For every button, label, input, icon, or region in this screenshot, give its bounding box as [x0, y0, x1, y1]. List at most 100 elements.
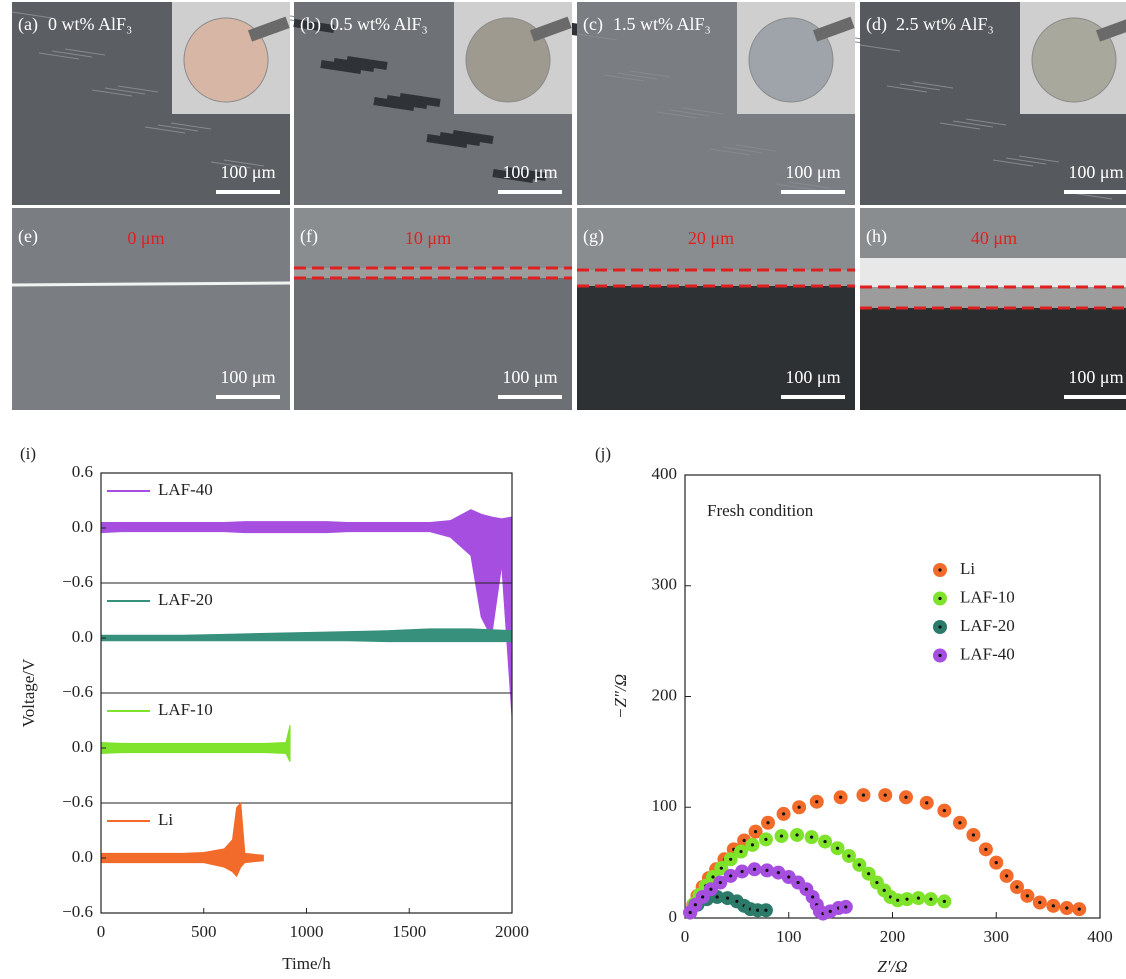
point-center — [844, 905, 847, 908]
y-tick-label: 0.0 — [72, 847, 93, 866]
legend-label: LAF-40 — [960, 644, 1015, 663]
x-tick-label: 1500 — [392, 922, 426, 941]
point-center — [709, 888, 712, 891]
thickness-label: 10 μm — [405, 228, 451, 248]
annotation: Fresh condition — [707, 501, 814, 520]
y-axis-label: Voltage/V — [19, 658, 38, 727]
point-center — [1005, 874, 1008, 877]
x-tick-label: 300 — [984, 927, 1010, 946]
voltage-trace — [101, 510, 512, 528]
point-center — [958, 821, 961, 824]
point-center — [787, 875, 790, 878]
point-center — [815, 800, 818, 803]
scale-label: 100 μm — [785, 367, 840, 387]
legend-label: LAF-10 — [960, 587, 1015, 606]
point-center — [720, 867, 723, 870]
voltage-trace — [101, 858, 263, 876]
scale-label: 100 μm — [1068, 367, 1123, 387]
point-center — [938, 568, 941, 571]
point-center — [743, 839, 746, 842]
point-center — [905, 898, 908, 901]
scale-label: 100 μm — [502, 367, 557, 387]
point-center — [729, 874, 732, 877]
coating-layer — [860, 287, 1126, 308]
x-tick-label: 400 — [1087, 927, 1113, 946]
point-center — [867, 872, 870, 875]
point-center — [883, 889, 886, 892]
point-center — [829, 910, 832, 913]
x-tick-label: 200 — [880, 927, 906, 946]
point-center — [777, 871, 780, 874]
legend-label: LAF-20 — [960, 616, 1015, 635]
point-center — [1065, 906, 1068, 909]
scale-label: 100 μm — [785, 162, 840, 182]
voltage-trace — [101, 725, 290, 748]
panel-label: (d) — [866, 14, 887, 35]
point-center — [995, 861, 998, 864]
panel-text: 0.5 wt% AlF₃ — [330, 14, 428, 34]
point-center — [739, 850, 742, 853]
point-center — [751, 843, 754, 846]
y-tick-label: 300 — [652, 575, 678, 594]
point-center — [862, 793, 865, 796]
point-center — [740, 870, 743, 873]
x-tick-label: 0 — [681, 927, 690, 946]
panel-label: (a) — [18, 14, 38, 35]
thickness-label: 0 μm — [127, 228, 164, 248]
point-center — [972, 833, 975, 836]
panel-label: (g) — [583, 226, 604, 247]
point-center — [780, 834, 783, 837]
figure: (a)0 wt% AlF₃100 μm(b)0.5 wt% AlF₃100 μm… — [0, 0, 1126, 979]
y-tick-label: 200 — [652, 685, 678, 704]
point-center — [719, 881, 722, 884]
x-axis-label: Time/h — [282, 954, 331, 973]
point-center — [689, 911, 692, 914]
point-center — [782, 812, 785, 815]
point-center — [764, 838, 767, 841]
x-tick-label: 100 — [776, 927, 802, 946]
x-tick-label: 500 — [191, 922, 217, 941]
voltage-trace — [101, 638, 512, 642]
point-center — [925, 801, 928, 804]
legend-label: Li — [960, 559, 975, 578]
x-tick-label: 0 — [97, 922, 106, 941]
point-center — [836, 847, 839, 850]
point-center — [764, 909, 767, 912]
point-center — [694, 903, 697, 906]
point-center — [711, 875, 714, 878]
point-center — [904, 796, 907, 799]
y-tick-label: 0.0 — [72, 517, 93, 536]
panel-text: 2.5 wt% AlF₃ — [896, 14, 994, 34]
point-center — [795, 833, 798, 836]
y-tick-label: 0.6 — [72, 462, 93, 481]
legend-label: Li — [158, 810, 173, 829]
y-tick-label: −0.6 — [62, 792, 93, 811]
point-center — [847, 854, 850, 857]
point-center — [823, 840, 826, 843]
y-tick-label: 0 — [669, 907, 678, 926]
panel-label: (e) — [18, 226, 38, 247]
point-center — [884, 793, 887, 796]
y-tick-label: 0.0 — [72, 627, 93, 646]
point-center — [798, 806, 801, 809]
point-center — [943, 809, 946, 812]
panel-label: (j) — [595, 444, 611, 463]
point-center — [984, 848, 987, 851]
point-center — [1078, 908, 1081, 911]
point-center — [1052, 904, 1055, 907]
voltage-trace — [101, 629, 512, 638]
panel-label: (f) — [300, 226, 318, 247]
point-center — [896, 899, 899, 902]
panel-text: 1.5 wt% AlF₃ — [613, 14, 711, 34]
point-center — [810, 836, 813, 839]
point-center — [1026, 894, 1029, 897]
point-center — [765, 869, 768, 872]
y-axis-label: −Z″/Ω — [611, 674, 630, 719]
scale-label: 100 μm — [220, 367, 275, 387]
panel-label: (c) — [583, 14, 603, 35]
voltage-trace — [101, 803, 263, 858]
thickness-label: 40 μm — [971, 228, 1017, 248]
point-center — [917, 896, 920, 899]
y-tick-label: 400 — [652, 464, 678, 483]
scale-label: 100 μm — [502, 162, 557, 182]
